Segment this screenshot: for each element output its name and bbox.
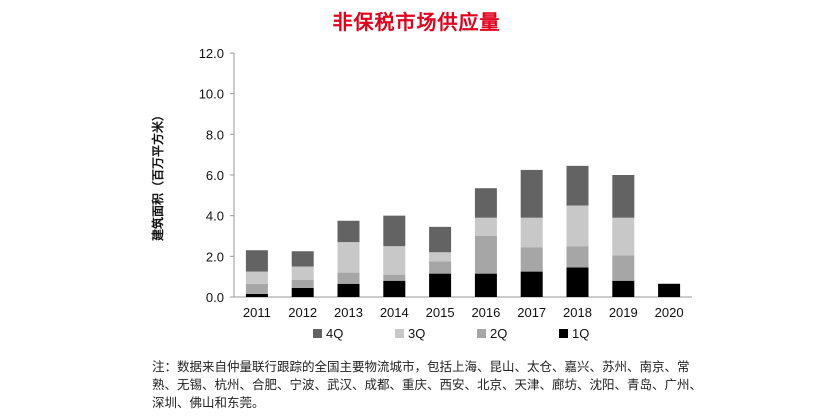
bar-segment-1Q-2017 [520,271,543,297]
x-tick-label: 2016 [471,305,500,320]
bar-segment-3Q-2019 [612,217,635,256]
bar-segment-3Q-2012 [291,266,314,280]
bar-segment-4Q-2013 [337,220,360,243]
x-tick-label: 2014 [380,305,409,320]
legend-swatch-3Q [395,329,404,338]
bar-segment-2Q-2016 [474,236,497,274]
x-tick-label: 2019 [609,305,638,320]
bar-segment-1Q-2014 [383,280,406,297]
stacked-bar-chart: 0.0 2.0 4.0 6.0 8.0 10.0 12.0 建筑面积（百万平方米） 2011 20… [150,46,692,341]
bar-segment-3Q-2017 [520,217,543,248]
bar-segment-4Q-2017 [520,169,543,218]
chart-title: 非保税市场供应量 [332,10,501,34]
bar-segment-1Q-2016 [474,273,497,297]
bar-segment-2Q-2014 [383,274,406,281]
bar-segment-3Q-2013 [337,242,360,273]
bar-segment-2Q-2019 [612,255,635,281]
bar-segment-4Q-2011 [245,250,268,272]
bar-segment-3Q-2011 [245,271,268,284]
bar-segment-1Q-2018 [566,267,589,297]
y-axis-label: 建筑面积（百万平方米） [150,109,165,242]
x-tick-label: 2011 [243,305,271,320]
legend-swatch-2Q [477,329,486,338]
legend-label-3Q: 3Q [408,326,425,341]
x-tick-label: 2017 [517,305,546,320]
bar-segment-3Q-2014 [383,246,406,275]
plot-area: 0.0 2.0 4.0 6.0 8.0 10.0 12.0 建筑面积（百万平方米） 2011 20… [150,46,692,320]
x-tick-label: 2012 [288,305,317,320]
bar-segment-1Q-2012 [291,287,314,297]
bar-segment-4Q-2015 [429,226,452,253]
y-tick-label: 0.0 [206,290,224,305]
bar-segment-1Q-2020 [658,283,681,297]
bar-segment-2Q-2017 [520,247,543,272]
legend-swatch-4Q [313,329,322,338]
y-tick-label: 4.0 [206,209,224,224]
bar-segment-2Q-2011 [245,283,268,294]
bar-segment-1Q-2011 [245,293,268,297]
bar-segment-3Q-2016 [474,217,497,236]
x-tick-label: 2018 [563,305,592,320]
bar-segment-2Q-2013 [337,272,360,284]
bar-segment-3Q-2018 [566,205,589,247]
bar-segment-2Q-2015 [429,261,452,274]
legend-label-2Q: 2Q [490,326,507,341]
footnote: 注：数据来自仲量联行跟踪的全国主要物流城市，包括上海、昆山、太仓、嘉兴、苏州、南… [152,359,703,410]
bar-segment-4Q-2014 [383,215,406,247]
bar-segment-1Q-2019 [612,280,635,297]
y-tick-label: 12.0 [199,46,224,61]
bar-segment-3Q-2015 [429,252,452,262]
legend-label-1Q: 1Q [572,326,589,341]
y-tick-label: 10.0 [199,87,224,102]
y-tick-label: 8.0 [206,127,224,142]
legend-swatch-1Q [559,329,568,338]
x-tick-label: 2015 [426,305,455,320]
legend-label-4Q: 4Q [326,326,343,341]
bar-segment-2Q-2012 [291,279,314,288]
bar-segment-4Q-2018 [566,165,589,206]
legend: 4Q 3Q 2Q 1Q [313,326,589,341]
x-tick-label: 2013 [334,305,363,320]
bar-segment-4Q-2016 [474,188,497,218]
bar-segment-4Q-2019 [612,175,635,218]
bar-segment-1Q-2015 [429,273,452,297]
y-tick-label: 6.0 [206,168,224,183]
bar-segment-1Q-2013 [337,283,360,297]
y-tick-label: 2.0 [206,249,224,264]
x-tick-label: 2020 [655,305,684,320]
bar-segment-2Q-2018 [566,246,589,268]
bar-segment-4Q-2012 [291,251,314,267]
